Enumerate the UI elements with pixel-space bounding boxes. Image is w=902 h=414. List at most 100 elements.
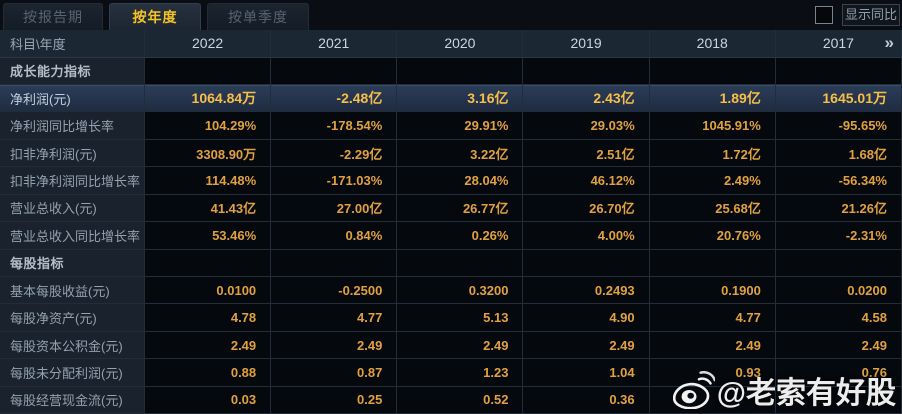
table-row[interactable]: 净利润同比增长率 104.29% -178.54% 29.91% 29.03% 1045.… [0, 112, 902, 140]
table-row[interactable]: 扣非净利润同比增长率 114.48% -171.03% 28.04% 46.12% 2.4… [0, 167, 902, 195]
row-label: 每股经营现金流(元) [0, 386, 145, 414]
cell-value [523, 57, 650, 85]
cell-value: 4.58 [775, 304, 902, 332]
show-yoy-control: 显示同比 [815, 4, 900, 26]
cell-value [775, 57, 902, 85]
cell-value: -56.34% [775, 167, 902, 195]
table-body: 成长能力指标 净利润(元) 1064.84万 -2.48亿 3.16亿 2.43亿 1.89… [0, 57, 902, 414]
year-label: 2017 [822, 35, 854, 52]
cell-value: 0.76 [775, 359, 902, 387]
cell-value: 2.49 [649, 331, 776, 360]
year-header-2019: 2019 [523, 30, 650, 58]
cell-value: 21.26亿 [775, 194, 902, 223]
cell-value: 0.84% [271, 222, 398, 250]
cell-value: 0.52 [397, 386, 524, 414]
cell-value [649, 249, 776, 277]
cell-value: 1064.84万 [145, 84, 272, 113]
cell-value: 3.16亿 [397, 84, 524, 113]
cell-value: 28.04% [397, 167, 524, 195]
cell-value [523, 249, 650, 277]
cell-value: -2.31% [775, 222, 902, 250]
cell-value: 0.0100 [145, 277, 272, 305]
cell-value [397, 249, 524, 277]
cell-value: 2.49 [775, 331, 902, 360]
table-row[interactable]: 每股净资产(元) 4.78 4.77 5.13 4.90 4.77 4.58 [0, 304, 902, 332]
financial-table: 科目\年度 2022 2021 2020 2019 2018 2017 » 成长… [0, 30, 902, 414]
table-row[interactable]: 每股指标 [0, 249, 902, 277]
cell-value: 4.00% [523, 222, 650, 250]
more-years-icon[interactable]: » [884, 33, 894, 53]
cell-value [775, 386, 902, 414]
table-row[interactable]: 营业总收入(元) 41.43亿 27.00亿 26.77亿 26.70亿 25.68亿 21… [0, 194, 902, 223]
row-label: 每股净资产(元) [0, 304, 145, 332]
cell-value: 41.43亿 [145, 194, 272, 223]
cell-value [271, 249, 398, 277]
period-tab-bar: 按报告期 按年度 按单季度 显示同比 [0, 0, 902, 30]
cell-value: 0.87 [271, 359, 398, 387]
cell-value [649, 386, 776, 414]
year-header-2022: 2022 [145, 30, 272, 58]
cell-value: 1.72亿 [649, 139, 776, 168]
table-row[interactable]: 净利润(元) 1064.84万 -2.48亿 3.16亿 2.43亿 1.89亿 1645.… [0, 84, 902, 113]
cell-value: 1645.01万 [775, 84, 902, 113]
row-label: 营业总收入(元) [0, 194, 145, 223]
cell-value: 2.49 [271, 331, 398, 360]
cell-value [775, 249, 902, 277]
cell-value: 2.49% [649, 167, 776, 195]
table-row[interactable]: 每股经营现金流(元) 0.03 0.25 0.52 0.36 [0, 386, 902, 414]
cell-value: 26.70亿 [523, 194, 650, 223]
cell-value: -2.48亿 [271, 84, 398, 113]
row-label: 每股未分配利润(元) [0, 359, 145, 387]
table-row[interactable]: 基本每股收益(元) 0.0100 -0.2500 0.3200 0.2493 0.1900… [0, 277, 902, 305]
year-header-2020: 2020 [397, 30, 524, 58]
tab-by-report-period[interactable]: 按报告期 [3, 3, 103, 30]
cell-value: 2.43亿 [523, 84, 650, 113]
cell-value: 29.91% [397, 112, 524, 140]
cell-value: 2.49 [523, 331, 650, 360]
cell-value: 0.36 [523, 386, 650, 414]
cell-value: 104.29% [145, 112, 272, 140]
section-label: 每股指标 [0, 249, 145, 277]
cell-value: 0.25 [271, 386, 398, 414]
cell-value: 25.68亿 [649, 194, 776, 223]
cell-value: 1.04 [523, 359, 650, 387]
cell-value: 4.78 [145, 304, 272, 332]
row-label: 净利润同比增长率 [0, 112, 145, 140]
cell-value: 114.48% [145, 167, 272, 195]
table-row[interactable]: 每股资本公积金(元) 2.49 2.49 2.49 2.49 2.49 2.49 [0, 331, 902, 360]
row-label: 扣非净利润同比增长率 [0, 167, 145, 195]
cell-value [145, 249, 272, 277]
tab-by-quarter[interactable]: 按单季度 [207, 3, 309, 30]
tab-by-year[interactable]: 按年度 [109, 3, 201, 30]
section-label: 成长能力指标 [0, 57, 145, 85]
cell-value: 26.77亿 [397, 194, 524, 223]
table-row[interactable]: 营业总收入同比增长率 53.46% 0.84% 0.26% 4.00% 20.76% -2.… [0, 222, 902, 250]
table-row[interactable]: 每股未分配利润(元) 0.88 0.87 1.23 1.04 0.93 0.76 [0, 359, 902, 387]
cell-value: 1.89亿 [649, 84, 776, 113]
cell-value: 27.00亿 [271, 194, 398, 223]
row-label: 每股资本公积金(元) [0, 331, 145, 360]
row-label: 基本每股收益(元) [0, 277, 145, 305]
row-label: 净利润(元) [0, 84, 145, 113]
cell-value: 2.49 [145, 331, 272, 360]
row-label: 营业总收入同比增长率 [0, 222, 145, 250]
cell-value: 1.23 [397, 359, 524, 387]
cell-value: 20.76% [649, 222, 776, 250]
cell-value: 0.26% [397, 222, 524, 250]
year-header-2017: 2017 » [775, 30, 902, 58]
cell-value: 2.49 [397, 331, 524, 360]
cell-value: 4.77 [271, 304, 398, 332]
table-row[interactable]: 扣非净利润(元) 3308.90万 -2.29亿 3.22亿 2.51亿 1.72亿 1.6… [0, 139, 902, 168]
show-yoy-checkbox[interactable] [815, 6, 833, 24]
cell-value: 1.68亿 [775, 139, 902, 168]
cell-value: 4.90 [523, 304, 650, 332]
cell-value [271, 57, 398, 85]
table-row[interactable]: 成长能力指标 [0, 57, 902, 85]
cell-value: 3.22亿 [397, 139, 524, 168]
cell-value: -0.2500 [271, 277, 398, 305]
cell-value: 0.93 [649, 359, 776, 387]
row-label: 扣非净利润(元) [0, 139, 145, 168]
corner-header: 科目\年度 [0, 30, 145, 58]
cell-value: 0.3200 [397, 277, 524, 305]
show-yoy-label[interactable]: 显示同比 [842, 4, 900, 26]
